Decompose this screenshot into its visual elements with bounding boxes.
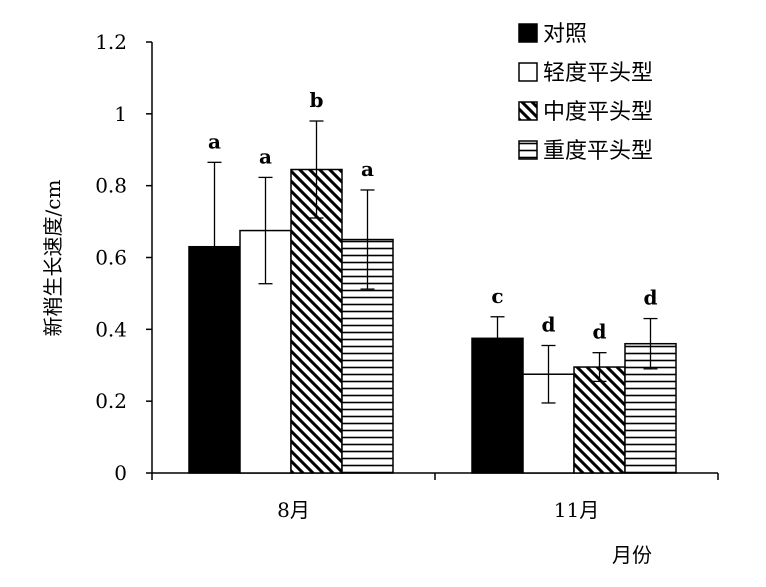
y-tick-label: 1 xyxy=(114,102,127,126)
x-tick-label: 8月 xyxy=(277,498,310,522)
legend-swatch xyxy=(518,140,538,160)
legend-label: 对照 xyxy=(543,22,587,47)
bar xyxy=(471,337,524,474)
legend-label: 重度平头型 xyxy=(543,139,653,164)
y-tick-label: 0.8 xyxy=(95,174,127,198)
legend-swatch xyxy=(518,23,538,43)
x-tick-label: 11月 xyxy=(554,498,599,522)
significance-letter: b xyxy=(310,88,324,112)
bar xyxy=(573,366,626,474)
legend-swatch xyxy=(518,101,538,121)
y-axis-label: 新梢生长速度/cm xyxy=(41,180,65,337)
significance-letter: d xyxy=(644,286,658,310)
legend-label: 中度平头型 xyxy=(543,100,653,125)
y-tick-labels: 0 0.2 0.4 0.6 0.8 1 1.2 xyxy=(95,30,127,485)
y-tick-label: 0.6 xyxy=(95,246,127,270)
significance-letter: a xyxy=(361,157,374,181)
significance-letter: a xyxy=(208,129,221,153)
y-tick-label: 0.4 xyxy=(95,317,127,341)
y-tick-label: 1.2 xyxy=(95,30,127,54)
x-tick-labels: 8月 11月 xyxy=(277,498,599,522)
y-tick-label: 0.2 xyxy=(95,389,127,413)
significance-letter: d xyxy=(542,312,556,336)
significance-letter: a xyxy=(259,144,272,168)
x-axis-label: 月份 xyxy=(612,543,652,567)
bars: a a b a c d d d xyxy=(188,88,677,474)
y-tick-label: 0 xyxy=(114,461,127,485)
significance-letter: c xyxy=(491,284,503,308)
legend-label: 轻度平头型 xyxy=(543,61,653,86)
significance-letter: d xyxy=(593,320,607,344)
legend-swatch xyxy=(518,62,538,82)
